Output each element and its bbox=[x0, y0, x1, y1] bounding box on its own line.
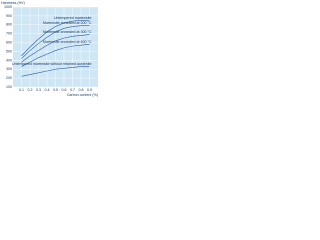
y-tick-label: 800 bbox=[6, 23, 12, 27]
x-tick-label: 0.3 bbox=[36, 88, 41, 92]
chart: Hardness (HV) Carbon content (%) 100 200 3… bbox=[1, 1, 98, 97]
y-tick-label: 600 bbox=[6, 41, 12, 45]
x-tick-label: 0.4 bbox=[45, 88, 50, 92]
series-line bbox=[21, 44, 90, 67]
x-tick-label: 0.6 bbox=[62, 88, 67, 92]
y-tick-label: 200 bbox=[6, 76, 12, 80]
y-tick-label: 500 bbox=[6, 49, 12, 53]
x-axis-title: Carbon content (%) bbox=[67, 93, 98, 97]
y-tick-label: 300 bbox=[6, 67, 12, 71]
x-tick-label: 0.2 bbox=[28, 88, 33, 92]
y-tick-label: 100 bbox=[6, 85, 12, 89]
x-tick-label: 0.5 bbox=[53, 88, 58, 92]
y-tick-label: 700 bbox=[6, 32, 12, 36]
series-label: Martensite annealed at 400 °C bbox=[43, 40, 92, 44]
y-tick-label: 900 bbox=[6, 14, 12, 18]
x-tick-label: 0.9 bbox=[87, 88, 92, 92]
x-tick-label: 0.7 bbox=[70, 88, 75, 92]
series-line bbox=[21, 34, 90, 63]
series-label: Untempered martensite without retained a… bbox=[12, 62, 92, 66]
series-line bbox=[21, 66, 90, 77]
series-label: Martensite annealed at 200 °C bbox=[43, 21, 92, 25]
series-label: Martensite annealed at 300 °C bbox=[43, 30, 92, 34]
series-line bbox=[21, 25, 90, 59]
y-tick-label: 1000 bbox=[4, 5, 12, 9]
x-tick-label: 0.1 bbox=[19, 88, 24, 92]
series-label: Untempered martensite bbox=[54, 16, 92, 20]
x-tick-label: 0.8 bbox=[79, 88, 84, 92]
series-line bbox=[21, 20, 90, 57]
y-tick-label: 400 bbox=[6, 58, 12, 62]
y-axis-title: Hardness (HV) bbox=[1, 1, 25, 5]
